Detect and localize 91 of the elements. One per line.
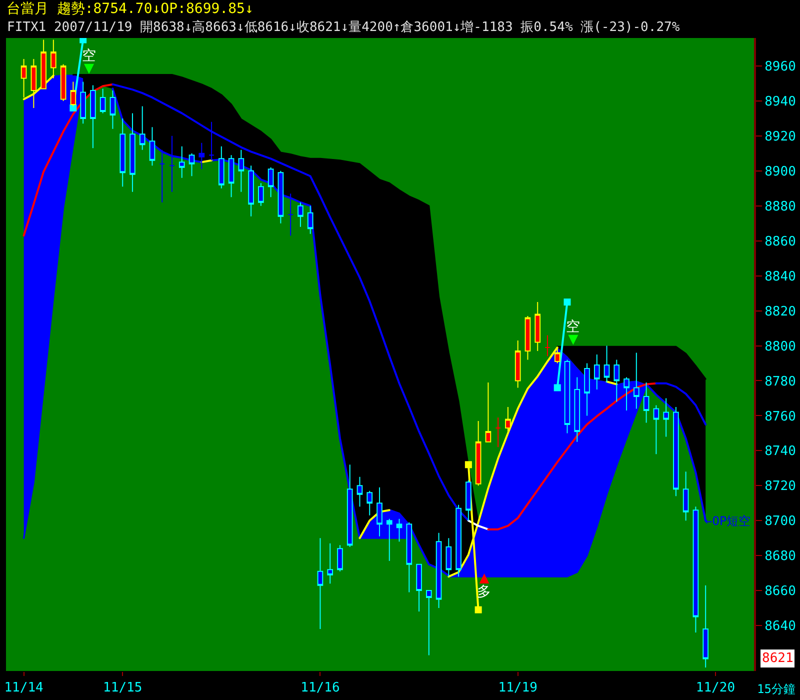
chart-subtitle: FITX1 2007/11/19 開8638↓高8663↓低8616↓收8621↓量4200↑倉36001↓增-1183 振0.54% 漲(-23)-0.27%: [7, 19, 680, 35]
candlestick: [564, 359, 570, 434]
candlestick: [100, 88, 106, 114]
candlestick: [356, 476, 363, 508]
candlestick: [366, 490, 373, 516]
candlestick: [120, 118, 126, 188]
series-label: 多: [477, 584, 491, 600]
candlestick: [90, 84, 96, 149]
candlestick: [692, 506, 699, 634]
candlestick: [485, 382, 492, 442]
candlestick: [178, 146, 185, 178]
candlestick: [337, 544, 343, 572]
y-tick-label: 8740: [764, 444, 796, 460]
candlestick: [268, 166, 274, 198]
x-tick-label: 11/20: [696, 680, 736, 696]
y-tick-label: 8680: [764, 549, 796, 564]
candlestick: [218, 146, 224, 189]
y-tick-label: 8940: [764, 94, 796, 110]
candlestick: [60, 64, 66, 102]
candlestick: [307, 205, 314, 234]
candlestick: [495, 416, 501, 448]
candlestick: [663, 398, 669, 438]
candlestick: [159, 149, 166, 203]
point: [474, 606, 482, 614]
candlestick: [169, 135, 175, 192]
candlestick: [139, 106, 146, 150]
chart-title: 台當月 趨勢:8754.70↓OP:8699.85↓: [6, 0, 254, 17]
y-tick-label: 8880: [764, 199, 796, 214]
point: [80, 38, 87, 44]
point: [564, 298, 571, 306]
candlestick: [248, 165, 254, 217]
candlestick: [298, 202, 304, 228]
candlestick: [288, 193, 294, 236]
y-tick-label: 8960: [764, 60, 796, 75]
line-series: [655, 382, 707, 426]
x-axis-title: 15分鐘: [757, 682, 796, 696]
x-tick-label: 11/16: [300, 680, 340, 696]
candlestick: [396, 518, 402, 542]
text: 8621: [762, 651, 794, 666]
candlestick: [198, 142, 205, 170]
y-tick-label: 8900: [764, 164, 796, 180]
point: [70, 104, 77, 112]
candlestick: [653, 404, 660, 455]
candlestick: [278, 170, 284, 224]
candlestick: [594, 354, 600, 390]
candlestick: [475, 420, 482, 486]
y-tick-label: 8820: [764, 304, 796, 320]
y-tick-label: 8920: [764, 129, 796, 144]
candlestick: [416, 564, 422, 612]
candlestick: [130, 112, 136, 192]
candlestick: [534, 302, 541, 352]
candlestick: [208, 121, 214, 161]
y-tick-label: 8640: [764, 619, 796, 634]
candlestick: [702, 584, 708, 668]
y-tick-label: 8840: [764, 269, 796, 284]
candlestick: [505, 406, 511, 434]
candlestick: [149, 126, 156, 166]
y-tick-label: 8860: [764, 234, 796, 250]
candlestick: [614, 359, 620, 402]
candlestick: [544, 334, 550, 357]
candlestick: [426, 590, 432, 656]
series-label: ←OP短空: [705, 514, 751, 528]
x-tick-label: 11/19: [498, 680, 538, 696]
candlestick: [317, 538, 324, 630]
candlestick: [228, 154, 234, 198]
point: [464, 461, 472, 468]
x-tick-label: 11/14: [4, 680, 44, 696]
y-tick-label: 8660: [764, 584, 796, 600]
series-label: 空: [82, 48, 96, 64]
candlestick: [327, 542, 334, 584]
y-tick-label: 8720: [764, 479, 796, 494]
candlestick: [682, 471, 689, 522]
candlestick: [584, 362, 590, 416]
x-tick-label: 11/15: [103, 680, 142, 696]
y-tick-label: 8760: [764, 409, 796, 424]
candlestick: [624, 376, 630, 411]
candlestick: [238, 149, 244, 192]
line-series: [22, 83, 114, 237]
line-series: [487, 382, 658, 530]
candlestick: [188, 152, 195, 177]
point: [554, 384, 561, 392]
candlestick: [524, 316, 531, 360]
y-tick-label: 8700: [764, 514, 796, 530]
candlestick: [574, 376, 580, 442]
candlestick: [386, 518, 392, 562]
y-tick-label: 8780: [764, 374, 796, 390]
y-tick-label: 8800: [764, 339, 796, 354]
series-label: 空: [566, 319, 580, 335]
candlestick: [673, 406, 679, 497]
candlestick: [258, 182, 264, 206]
candlestick: [514, 340, 521, 388]
